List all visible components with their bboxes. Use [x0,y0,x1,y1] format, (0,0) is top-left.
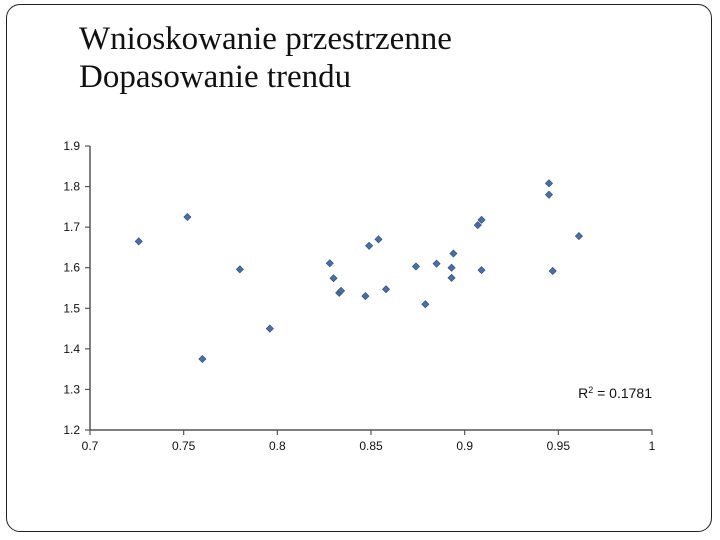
data-point [325,259,334,268]
y-tick-label: 1.7 [63,220,80,234]
chart-axes [89,146,652,431]
x-tick-label: 0.75 [172,439,196,453]
data-point [198,354,207,364]
data-point [473,221,482,230]
data-point [544,190,553,199]
data-point [447,263,456,272]
y-tick-label: 1.3 [63,382,80,396]
y-tick-label: 1.2 [63,423,80,437]
slide-frame [6,4,712,532]
data-point [421,300,430,309]
y-tick-label: 1.9 [63,139,80,153]
data-point [447,273,456,282]
data-point [337,286,346,295]
data-points [134,179,583,364]
data-point [183,212,192,222]
r-squared-value: = 0.1781 [593,385,652,401]
x-tick-label: 0.8 [269,439,286,453]
data-point [449,249,458,258]
data-point [477,266,486,275]
x-tick-label: 0.9 [456,439,473,453]
data-point [361,292,370,301]
data-point [477,215,486,224]
data-point [365,241,374,250]
data-point [381,285,391,294]
x-tick-label: 1 [649,439,656,453]
x-axis-ticks: 0.7 0.75 0.8 0.85 0.9 0.95 1 [82,430,656,453]
data-point [134,237,143,246]
slide-title-line-2: Dopasowanie trendu [79,59,352,95]
data-point [235,265,244,274]
data-point [374,235,383,244]
r-squared-annotation: R2 = 0.1781 [578,385,652,401]
y-tick-label: 1.5 [63,301,80,315]
data-point [329,274,338,283]
slide-title-line-1: Wnioskowanie przestrzenne [79,21,452,57]
data-point [411,262,420,271]
data-point [432,259,441,268]
data-point [544,179,553,188]
r-squared-superscript: 2 [588,385,593,395]
x-tick-label: 0.7 [82,439,99,453]
r-squared-base: R [578,385,588,401]
data-point [574,232,583,241]
y-tick-label: 1.8 [63,180,80,194]
slide-title: Wnioskowanie przestrzenne Dopasowanie tr… [79,20,452,96]
y-tick-label: 1.6 [63,261,80,275]
x-tick-label: 0.85 [359,439,383,453]
y-axis-ticks: 1.9 1.8 1.7 1.6 1.5 1.4 1.3 1.2 [63,139,90,437]
data-point [265,324,274,333]
y-tick-label: 1.4 [63,342,80,356]
data-point [548,266,557,275]
x-tick-label: 0.95 [547,439,571,453]
